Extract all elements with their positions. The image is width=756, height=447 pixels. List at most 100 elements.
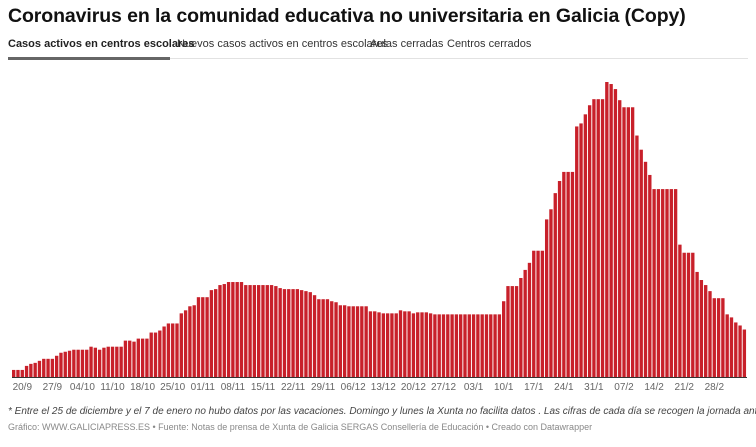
bar[interactable] (652, 189, 656, 377)
bar[interactable] (166, 323, 171, 377)
bar[interactable] (274, 286, 278, 377)
bar[interactable] (678, 244, 682, 377)
bar[interactable] (188, 306, 192, 377)
bar[interactable] (33, 362, 37, 377)
bar[interactable] (123, 340, 128, 377)
bar[interactable] (37, 360, 42, 377)
bar[interactable] (278, 288, 282, 377)
bar[interactable] (29, 363, 33, 377)
bar[interactable] (549, 209, 553, 377)
bar[interactable] (420, 312, 424, 377)
bar[interactable] (291, 289, 295, 377)
bar[interactable] (42, 358, 46, 377)
bar[interactable] (557, 181, 562, 377)
bar[interactable] (342, 305, 347, 377)
tab-casos-activos[interactable]: Casos activos en centros escolares (8, 38, 194, 60)
bar[interactable] (93, 347, 98, 377)
bar[interactable] (742, 329, 747, 377)
bar[interactable] (609, 84, 613, 377)
bar[interactable] (544, 219, 549, 377)
bar[interactable] (269, 285, 274, 377)
bar[interactable] (708, 291, 712, 377)
bar[interactable] (562, 171, 566, 377)
bar[interactable] (347, 306, 351, 377)
bar[interactable] (351, 306, 355, 377)
bar[interactable] (484, 314, 489, 377)
bar[interactable] (231, 282, 235, 377)
bar[interactable] (441, 314, 446, 377)
bar[interactable] (162, 326, 166, 377)
bar[interactable] (566, 171, 570, 377)
bar[interactable] (325, 299, 330, 377)
bar[interactable] (222, 284, 226, 377)
bar[interactable] (416, 312, 420, 377)
bar[interactable] (704, 285, 708, 377)
bar[interactable] (261, 285, 265, 377)
bar[interactable] (592, 99, 596, 378)
bar[interactable] (489, 314, 493, 377)
bar[interactable] (570, 171, 575, 377)
bar[interactable] (385, 313, 390, 377)
bar[interactable] (334, 302, 338, 377)
bar[interactable] (63, 351, 67, 377)
bar[interactable] (244, 285, 248, 377)
bar[interactable] (575, 126, 579, 377)
bar[interactable] (50, 358, 55, 377)
bar[interactable] (476, 314, 480, 377)
bar[interactable] (686, 252, 691, 377)
bar[interactable] (85, 349, 89, 377)
bar[interactable] (360, 306, 364, 377)
bar[interactable] (622, 107, 626, 377)
bar[interactable] (54, 355, 59, 377)
bar[interactable] (218, 285, 222, 377)
bar[interactable] (149, 332, 153, 377)
bar[interactable] (648, 174, 652, 377)
bar[interactable] (390, 313, 394, 377)
bar[interactable] (265, 285, 269, 377)
bar[interactable] (643, 161, 648, 377)
bar[interactable] (145, 338, 149, 377)
bar[interactable] (691, 252, 695, 377)
bar[interactable] (368, 311, 373, 377)
bar[interactable] (661, 189, 665, 377)
bar[interactable] (596, 99, 600, 378)
bar[interactable] (312, 295, 317, 377)
bar[interactable] (454, 314, 459, 377)
bar[interactable] (613, 89, 618, 377)
bar[interactable] (205, 297, 209, 377)
bar[interactable] (67, 350, 72, 377)
bar[interactable] (729, 317, 734, 377)
bar[interactable] (639, 149, 643, 377)
bar[interactable] (467, 314, 471, 377)
bar[interactable] (540, 250, 545, 377)
bar[interactable] (76, 349, 80, 377)
bar[interactable] (80, 349, 85, 377)
bar[interactable] (626, 107, 630, 377)
bar[interactable] (179, 313, 183, 377)
bar[interactable] (497, 314, 502, 377)
bar[interactable] (407, 311, 411, 377)
bar[interactable] (132, 341, 136, 377)
bar[interactable] (712, 298, 716, 377)
bar[interactable] (119, 346, 123, 377)
bar[interactable] (196, 297, 201, 377)
bar[interactable] (115, 346, 119, 377)
bar[interactable] (355, 306, 360, 377)
bar[interactable] (46, 358, 50, 377)
bar[interactable] (158, 330, 162, 377)
bar[interactable] (725, 314, 729, 377)
bar[interactable] (239, 282, 244, 377)
bar[interactable] (72, 349, 76, 377)
bar[interactable] (248, 285, 252, 377)
bar[interactable] (673, 189, 678, 377)
bar[interactable] (682, 252, 686, 377)
bar[interactable] (295, 289, 300, 377)
bar[interactable] (287, 289, 291, 377)
bar[interactable] (587, 105, 592, 378)
bar[interactable] (282, 289, 287, 377)
bar[interactable] (128, 340, 132, 377)
bar[interactable] (89, 346, 93, 377)
bar[interactable] (106, 346, 110, 377)
bar[interactable] (16, 369, 20, 377)
bar[interactable] (403, 311, 407, 377)
